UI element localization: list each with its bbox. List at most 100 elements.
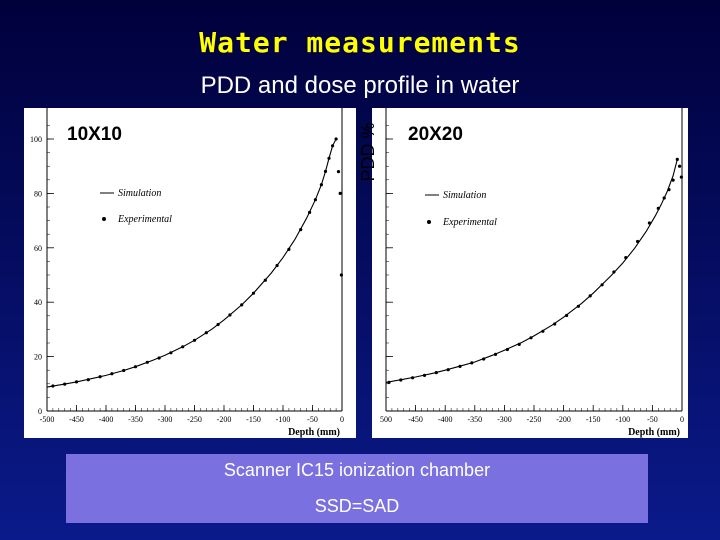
panel-label: 10X10 bbox=[67, 124, 122, 145]
series-experimental-point bbox=[74, 380, 79, 384]
series-experimental-point bbox=[157, 356, 161, 360]
series-experimental-point bbox=[299, 228, 303, 232]
series-experimental-point bbox=[517, 342, 521, 346]
x-tick-label: -450 bbox=[69, 415, 84, 424]
chart-panel-1: 500 -450 -400 -350 -300 -250 -200 -150 -100 -50 0D… bbox=[380, 108, 684, 438]
x-tick-label: -100 bbox=[615, 415, 630, 424]
x-tick-label: -400 bbox=[99, 415, 114, 424]
series-experimental-point bbox=[576, 304, 581, 308]
series-experimental-point bbox=[122, 368, 126, 373]
series-experimental-point bbox=[133, 365, 138, 369]
series-experimental-point bbox=[216, 322, 220, 327]
series-experimental-point bbox=[662, 196, 666, 200]
x-tick-label: -300 bbox=[158, 415, 173, 424]
x-tick-label: -350 bbox=[467, 415, 482, 424]
shared-y-axis-label: PDD % bbox=[358, 122, 378, 181]
series-experimental-point bbox=[679, 175, 684, 179]
series-experimental-point bbox=[263, 278, 267, 282]
y-tick-label: 40 bbox=[34, 298, 42, 307]
series-simulation-line bbox=[385, 159, 678, 383]
series-experimental-point bbox=[308, 210, 312, 214]
series-experimental-point bbox=[338, 191, 342, 195]
x-tick-label: -300 bbox=[497, 415, 512, 424]
series-experimental-point bbox=[482, 357, 486, 361]
legend-experimental-label: Experimental bbox=[117, 214, 172, 225]
series-experimental-point bbox=[600, 283, 604, 287]
info-line-ssd: SSD=SAD bbox=[314, 496, 400, 516]
panel-label: 20X20 bbox=[408, 124, 463, 145]
series-experimental-point bbox=[336, 170, 341, 174]
series-experimental-point bbox=[541, 329, 545, 333]
series-experimental-point bbox=[470, 361, 474, 365]
series-experimental-point bbox=[145, 360, 149, 364]
panel-background-left bbox=[24, 108, 356, 438]
slide-title: Water measurements bbox=[199, 26, 521, 59]
series-experimental-point bbox=[339, 273, 343, 277]
series-experimental-point bbox=[671, 178, 675, 182]
series-experimental-point bbox=[612, 270, 616, 274]
y-tick-label: 20 bbox=[34, 353, 42, 362]
series-experimental-point bbox=[422, 373, 427, 377]
series-experimental-point bbox=[647, 221, 652, 225]
series-experimental-point bbox=[565, 313, 569, 318]
series-experimental-point bbox=[275, 263, 279, 268]
x-tick-label: -500 bbox=[40, 415, 55, 424]
series-experimental-point bbox=[86, 378, 90, 382]
series-experimental-point bbox=[319, 183, 323, 187]
series-experimental-point bbox=[98, 375, 102, 379]
series-experimental-point bbox=[458, 364, 462, 368]
slide-subtitle: PDD and dose profile in water bbox=[200, 72, 520, 99]
series-experimental-point bbox=[110, 372, 114, 376]
series-experimental-point bbox=[505, 347, 509, 352]
series-experimental-point bbox=[323, 169, 328, 173]
series-experimental-point bbox=[493, 352, 498, 356]
series-experimental-point bbox=[387, 380, 391, 384]
series-experimental-point bbox=[529, 336, 533, 340]
series-experimental-point bbox=[240, 303, 244, 307]
series-experimental-point bbox=[399, 378, 403, 382]
series-experimental-point bbox=[228, 313, 232, 317]
series-experimental-point bbox=[287, 247, 291, 251]
series-experimental-point bbox=[251, 291, 256, 295]
series-experimental-point bbox=[446, 368, 450, 372]
x-tick-label: -350 bbox=[128, 415, 143, 424]
y-tick-label: 0 bbox=[38, 407, 42, 416]
x-tick-label: -250 bbox=[187, 415, 202, 424]
x-tick-label: -150 bbox=[586, 415, 601, 424]
series-experimental-point bbox=[181, 345, 185, 349]
x-tick-label: 0 bbox=[340, 415, 344, 424]
x-tick-label: -250 bbox=[527, 415, 542, 424]
series-experimental-point bbox=[327, 156, 331, 160]
series-experimental-point bbox=[553, 322, 557, 326]
series-experimental-point bbox=[678, 164, 682, 168]
series-experimental-point bbox=[675, 157, 679, 161]
series-experimental-point bbox=[331, 144, 335, 148]
series-experimental-point bbox=[624, 256, 628, 260]
legend-experimental-label: Experimental bbox=[442, 217, 497, 228]
x-tick-label: -450 bbox=[408, 415, 423, 424]
x-tick-label: -50 bbox=[307, 415, 318, 424]
series-experimental-point bbox=[334, 137, 338, 141]
series-experimental-point bbox=[434, 371, 438, 375]
x-axis-label: Depth (mm) bbox=[288, 427, 340, 438]
x-tick-label: -400 bbox=[438, 415, 453, 424]
x-tick-label: -200 bbox=[217, 415, 232, 424]
series-experimental-point bbox=[192, 338, 197, 342]
series-experimental-point bbox=[204, 331, 208, 335]
series-experimental-point bbox=[51, 384, 55, 388]
series-experimental-point bbox=[411, 376, 415, 380]
x-axis-label: Depth (mm) bbox=[628, 427, 680, 438]
info-box: Scanner IC15 ionization chamber SSD=SAD bbox=[66, 454, 648, 523]
x-tick-label: -150 bbox=[246, 415, 261, 424]
x-tick-label: -100 bbox=[276, 415, 291, 424]
y-tick-label: 60 bbox=[34, 244, 42, 253]
legend-experimental-swatch bbox=[102, 217, 106, 221]
legend-experimental-swatch bbox=[427, 220, 431, 224]
series-experimental-point bbox=[169, 351, 173, 355]
x-tick-label: 0 bbox=[680, 415, 684, 424]
info-line-chamber: Scanner IC15 ionization chamber bbox=[223, 460, 491, 480]
legend-simulation-label: Simulation bbox=[118, 188, 161, 199]
x-tick-label: -200 bbox=[556, 415, 571, 424]
series-experimental-point bbox=[313, 198, 317, 202]
